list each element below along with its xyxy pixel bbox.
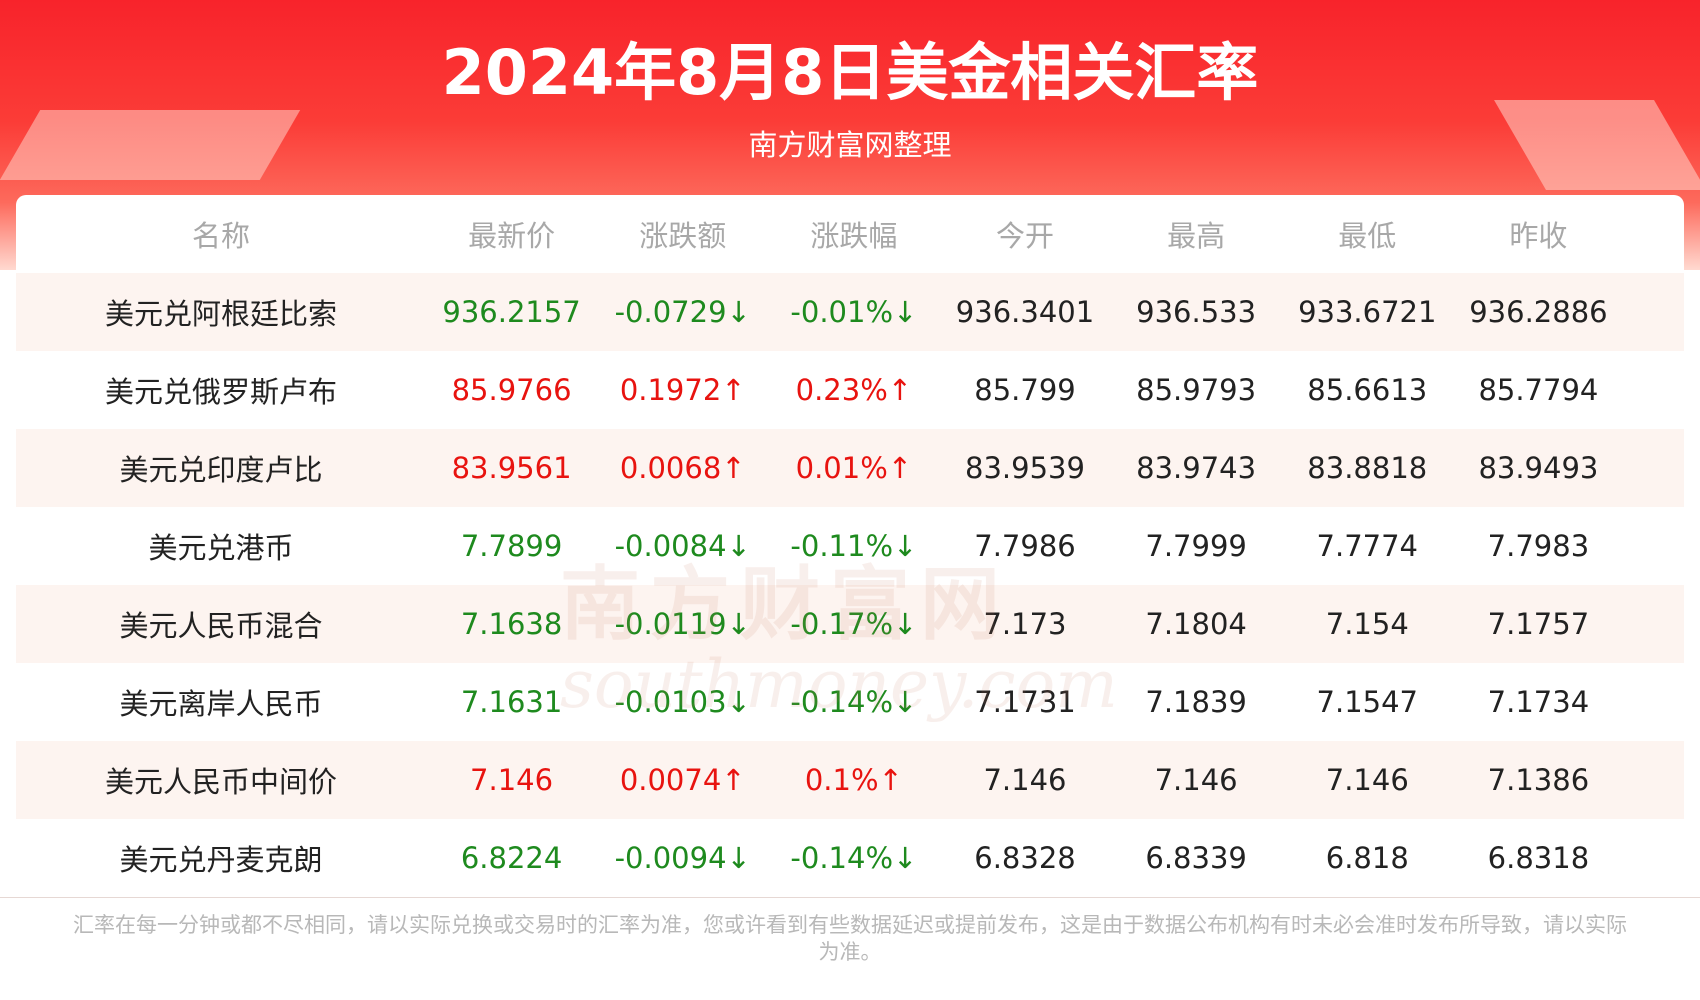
rate-cell: -0.0119↓: [614, 607, 751, 641]
column-header: 昨收: [1509, 219, 1568, 253]
table-row: 美元离岸人民币 7.1631 -0.0103↓ -0.14%↓ 7.1731 7.1839…: [16, 663, 1684, 741]
rate-cell: 7.1757: [1487, 607, 1590, 641]
currency-name: 美元人民币中间价: [104, 765, 337, 799]
header-row: 名称 最新价 涨跌额 涨跌幅 今开 最高 最低 昨收: [16, 195, 1684, 273]
column-header: 名称: [191, 219, 250, 253]
rate-cell: 6.8224: [460, 841, 563, 875]
subtitle: 南方财富网整理: [748, 128, 952, 162]
rate-cell: 6.8318: [1487, 841, 1590, 875]
rate-cell: 936.2157: [442, 295, 581, 329]
rate-cell: 6.818: [1325, 841, 1409, 875]
currency-name: 美元兑阿根廷比索: [104, 297, 337, 331]
rate-cell: 7.146: [470, 763, 554, 797]
column-header: 今开: [995, 219, 1054, 253]
table-row: 美元兑阿根廷比索 936.2157 -0.0729↓ -0.01%↓ 936.3401 9…: [16, 273, 1684, 351]
rate-cell: 85.9766: [451, 373, 572, 407]
rate-cell: -0.14%↓: [790, 841, 918, 875]
rate-cell: 7.1804: [1145, 607, 1247, 641]
currency-name: 美元人民币混合: [119, 609, 323, 643]
rate-cell: 7.146: [1154, 763, 1238, 797]
table-row: 美元人民币混合 7.1638 -0.0119↓ -0.17%↓ 7.173 7.1804 7…: [16, 585, 1684, 663]
rate-cell: -0.0084↓: [614, 529, 751, 563]
column-header: 涨跌幅: [810, 219, 898, 253]
table-row: 美元兑俄罗斯卢布 85.9766 0.1972↑ 0.23%↑ 85.799 85.979…: [16, 351, 1684, 429]
rate-cell: -0.17%↓: [790, 607, 918, 641]
rate-cell: 6.8339: [1145, 841, 1247, 875]
column-header: 涨跌额: [639, 219, 727, 253]
rate-cell: 7.1839: [1145, 685, 1247, 719]
rate-cell: 7.1547: [1316, 685, 1419, 719]
rate-cell: 85.9793: [1136, 373, 1257, 407]
rate-cell: -0.0103↓: [614, 685, 751, 719]
rate-cell: 7.7774: [1316, 529, 1419, 563]
rate-cell: -0.11%↓: [790, 529, 918, 563]
rate-cell: 7.7986: [974, 529, 1076, 563]
currency-name: 美元兑丹麦克朗: [119, 843, 323, 877]
rate-cell: 0.0074↑: [619, 763, 746, 797]
rate-table: 名称 最新价 涨跌额 涨跌幅 今开 最高 最低 昨收美元兑阿根廷比索 936.2157 -0.07…: [16, 195, 1684, 897]
rate-cell: 6.8328: [974, 841, 1076, 875]
rate-cell: 7.7999: [1145, 529, 1247, 563]
rate-cell: 936.2886: [1469, 295, 1608, 329]
rate-cell: 936.3401: [955, 295, 1095, 329]
rate-cell: -0.01%↓: [790, 295, 918, 329]
rate-cell: 7.146: [983, 763, 1067, 797]
rate-cell: 7.173: [983, 607, 1067, 641]
title: 2024年8月8日美金相关汇率: [441, 36, 1259, 109]
rate-cell: 936.533: [1136, 295, 1257, 329]
rate-cell: 7.1638: [460, 607, 563, 641]
table-row: 美元兑丹麦克朗 6.8224 -0.0094↓ -0.14%↓ 6.8328 6.8339…: [16, 819, 1684, 897]
rate-cell: 7.7983: [1487, 529, 1590, 563]
rate-cell: 7.7899: [460, 529, 563, 563]
rate-cell: 83.9561: [451, 451, 572, 485]
rate-cell: -0.14%↓: [790, 685, 918, 719]
rate-cell: 7.1631: [460, 685, 563, 719]
rate-cell: -0.0094↓: [614, 841, 751, 875]
rate-cell: 0.0068↑: [619, 451, 746, 485]
rate-cell: 83.8818: [1307, 451, 1428, 485]
column-header: 最低: [1338, 219, 1397, 253]
rate-cell: 85.799: [974, 373, 1076, 407]
table-row: 美元兑港币 7.7899 -0.0084↓ -0.11%↓ 7.7986 7.7999 7.…: [16, 507, 1684, 585]
column-header: 最新价: [468, 219, 556, 253]
rate-cell: 0.1972↑: [619, 373, 746, 407]
rate-cell: 85.6613: [1307, 373, 1428, 407]
table-row: 美元人民币中间价 7.146 0.0074↑ 0.1%↑ 7.146 7.146 7.146…: [16, 741, 1684, 819]
rate-cell: 7.1386: [1487, 763, 1590, 797]
rate-cell: 83.9539: [965, 451, 1085, 485]
rate-cell: 0.23%↑: [795, 373, 913, 407]
rate-cell: 7.146: [1325, 763, 1409, 797]
rate-cell: 7.154: [1325, 607, 1409, 641]
rate-cell: 85.7794: [1478, 373, 1599, 407]
rate-cell: 7.1731: [974, 685, 1076, 719]
rate-cell: 83.9743: [1136, 451, 1257, 485]
rate-cell: 0.1%↑: [804, 763, 903, 797]
currency-name: 美元兑俄罗斯卢布: [104, 375, 337, 409]
currency-name: 美元离岸人民币: [119, 687, 323, 721]
rate-cell: 7.1734: [1487, 685, 1590, 719]
table-row: 美元兑印度卢比 83.9561 0.0068↑ 0.01%↑ 83.9539 83.974…: [16, 429, 1684, 507]
currency-name: 美元兑印度卢比: [119, 453, 323, 487]
footer-note: 汇率在每一分钟或都不尽相同，请以实际兑换或交易时的汇率为准，您或许看到有些数据延…: [73, 913, 1627, 964]
rate-cell: 933.6721: [1298, 295, 1437, 329]
column-header: 最高: [1167, 219, 1226, 253]
rate-cell: -0.0729↓: [614, 295, 751, 329]
rate-cell: 83.9493: [1478, 451, 1599, 485]
divider: [0, 897, 1700, 898]
currency-name: 美元兑港币: [148, 531, 294, 565]
rate-cell: 0.01%↑: [795, 451, 913, 485]
